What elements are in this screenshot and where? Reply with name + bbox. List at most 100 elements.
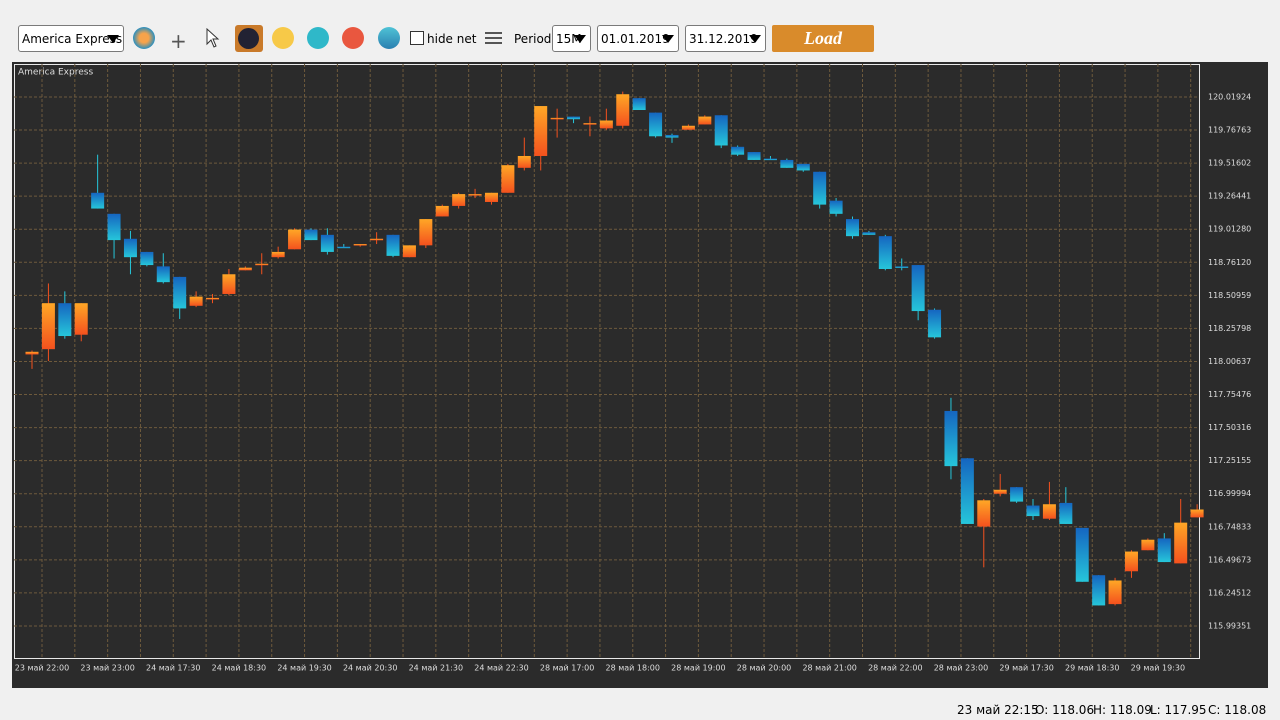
candle-body: [255, 263, 269, 266]
status-high: H: 118.09: [1093, 703, 1152, 717]
candle-body: [107, 213, 121, 241]
period-label: Period: [514, 32, 552, 46]
candle-body: [796, 163, 810, 171]
candle-body: [1042, 504, 1056, 519]
candle-body: [763, 158, 777, 161]
candle-body: [928, 309, 942, 338]
candle-body: [993, 489, 1007, 494]
candle-body: [288, 229, 302, 250]
candle-body: [74, 303, 88, 335]
dark-mode-button[interactable]: [235, 25, 263, 52]
date-from[interactable]: 01.01.2019: [597, 25, 679, 52]
y-tick-label: 119.26441: [1208, 192, 1251, 201]
candle-body: [681, 125, 695, 130]
y-tick-label: 119.01280: [1208, 225, 1251, 234]
y-tick-label: 117.75476: [1208, 390, 1251, 399]
candle-body: [960, 458, 974, 524]
date-to[interactable]: 31.12.2019: [685, 25, 766, 52]
candle-body: [1108, 580, 1122, 605]
candle-body: [41, 303, 55, 350]
x-tick-label: 28 май 21:00: [802, 664, 856, 673]
candle-body: [731, 146, 745, 155]
hide-net-label: hide net: [427, 32, 477, 46]
candle-body: [1157, 538, 1171, 563]
theme-icon[interactable]: [307, 27, 329, 49]
candle-body: [353, 244, 367, 246]
candle-body: [878, 236, 892, 270]
candle-body: [550, 117, 564, 120]
candle-body: [501, 165, 515, 193]
menu-icon[interactable]: [485, 32, 502, 44]
y-tick-label: 119.76763: [1208, 126, 1251, 135]
candle-body: [452, 194, 466, 206]
candle-body: [25, 351, 39, 355]
candle-body: [386, 234, 400, 256]
candle-body: [91, 192, 105, 209]
theme-icon[interactable]: [342, 27, 364, 49]
status-close: C: 118.08: [1208, 703, 1267, 717]
candle-body: [370, 238, 384, 241]
y-tick-label: 116.49673: [1208, 555, 1251, 564]
y-tick-label: 119.51602: [1208, 159, 1251, 168]
candle-body: [1075, 527, 1089, 582]
x-tick-label: 24 май 17:30: [146, 664, 200, 673]
x-tick-label: 28 май 18:00: [606, 664, 660, 673]
x-tick-label: 23 май 22:00: [15, 664, 69, 673]
candle-body: [156, 266, 170, 283]
candle-body: [895, 266, 909, 268]
candle-body: [534, 106, 548, 156]
period-select[interactable]: 15M: [552, 25, 591, 52]
crosshair-icon[interactable]: +: [170, 29, 187, 53]
y-tick-label: 115.99351: [1208, 621, 1251, 630]
symbol-select[interactable]: America Express: [18, 25, 124, 52]
candle-body: [173, 276, 187, 309]
x-tick-label: 29 май 18:30: [1065, 664, 1119, 673]
chart-icon[interactable]: [133, 27, 155, 49]
candle-body: [402, 245, 416, 258]
candle-body: [846, 219, 859, 237]
candle-body: [616, 94, 630, 126]
candle-body: [304, 229, 318, 241]
y-tick-label: 118.25798: [1208, 324, 1251, 333]
hide-net-checkbox[interactable]: [410, 31, 424, 45]
candle-body: [484, 192, 498, 202]
x-tick-label: 24 май 21:30: [409, 664, 463, 673]
candle-body: [419, 219, 433, 246]
x-tick-label: 28 май 17:00: [540, 664, 594, 673]
y-tick-label: 117.50316: [1208, 423, 1251, 432]
x-tick-label: 24 май 19:30: [277, 664, 331, 673]
x-tick-label: 23 май 23:00: [80, 664, 134, 673]
candle-body: [58, 303, 72, 337]
candle-body: [944, 410, 958, 467]
candle-body: [665, 134, 679, 138]
y-tick-label: 118.76120: [1208, 258, 1251, 267]
cursor-icon[interactable]: [205, 28, 221, 48]
candle-body: [222, 274, 236, 294]
theme-icon[interactable]: [272, 27, 294, 49]
candle-body: [435, 205, 449, 217]
candle-body: [829, 200, 843, 214]
candle-body: [271, 251, 285, 258]
theme-icon[interactable]: [378, 27, 400, 49]
load-button[interactable]: Load: [772, 25, 874, 52]
candle-body: [698, 116, 712, 125]
candle-body: [780, 159, 794, 168]
candle-body: [862, 232, 876, 235]
candle-body: [468, 194, 482, 196]
candle-body: [632, 98, 646, 110]
candle-body: [1141, 539, 1155, 551]
candle-body: [1026, 505, 1040, 517]
candle-body: [517, 155, 531, 168]
candle-body: [123, 238, 137, 258]
candle-body: [1059, 502, 1073, 524]
x-tick-label: 28 май 23:00: [934, 664, 988, 673]
x-tick-label: 24 май 20:30: [343, 664, 397, 673]
x-tick-label: 28 май 19:00: [671, 664, 725, 673]
candle-body: [1124, 551, 1138, 572]
candle-body: [567, 116, 581, 120]
y-tick-label: 120.01924: [1208, 92, 1251, 101]
status-open: O: 118.06: [1035, 703, 1095, 717]
y-tick-label: 116.74833: [1208, 522, 1251, 531]
